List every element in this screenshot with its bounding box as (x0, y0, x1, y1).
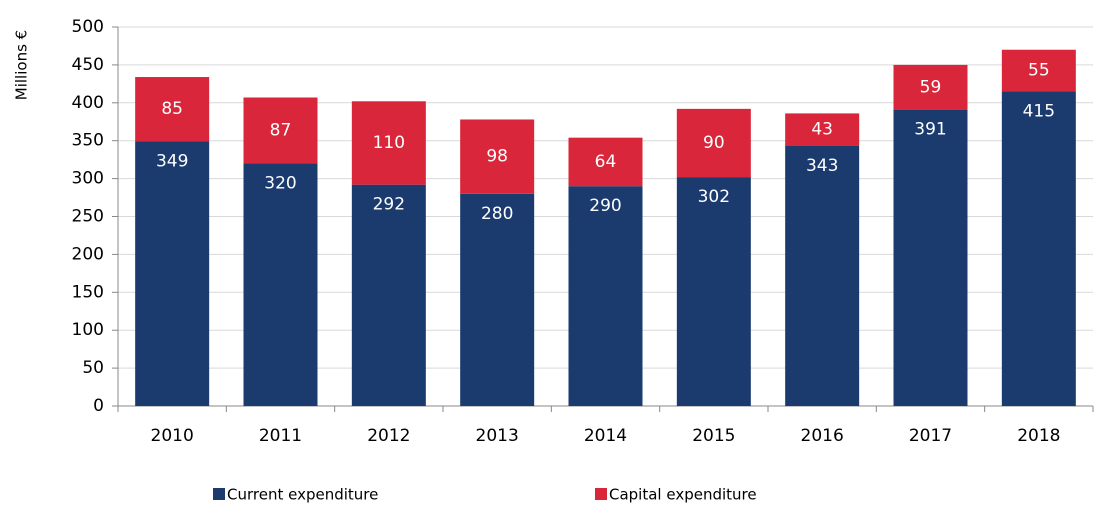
y-tick-label: 250 (72, 207, 104, 227)
data-label: 64 (595, 152, 617, 172)
bar-segment (785, 113, 860, 147)
y-tick-label: 100 (72, 320, 104, 340)
bar-segment (676, 177, 751, 406)
bar-segment (351, 184, 426, 406)
y-tick-label: 0 (93, 396, 104, 416)
bar-segment (1001, 91, 1076, 407)
bar-segment (460, 193, 535, 406)
x-tick-label: 2015 (692, 426, 735, 446)
y-tick-label: 150 (72, 282, 104, 302)
bar-segment (351, 101, 426, 185)
data-label: 343 (806, 156, 838, 176)
bar-segment (676, 108, 751, 178)
data-label: 87 (270, 120, 292, 140)
data-label: 110 (373, 133, 405, 153)
legend-swatch (595, 488, 607, 500)
data-label: 302 (698, 187, 730, 207)
data-label: 85 (161, 99, 183, 119)
y-tick-label: 350 (72, 131, 104, 151)
data-label: 98 (486, 147, 508, 167)
x-tick-label: 2011 (259, 426, 302, 446)
data-label: 292 (373, 195, 405, 215)
x-tick-label: 2010 (151, 426, 194, 446)
bar-segment (568, 186, 643, 406)
bar-segment (893, 109, 968, 406)
y-axis-label: Millions € (13, 30, 31, 100)
y-tick-label: 450 (72, 55, 104, 75)
data-label: 280 (481, 204, 513, 224)
x-tick-label: 2012 (367, 426, 410, 446)
data-label: 391 (914, 120, 946, 140)
y-tick-label: 300 (72, 169, 104, 189)
y-tick-label: 200 (72, 244, 104, 264)
bar-segment (1001, 49, 1076, 92)
y-tick-label: 400 (72, 93, 104, 113)
x-tick-label: 2018 (1017, 426, 1060, 446)
data-label: 349 (156, 151, 188, 171)
data-label: 59 (920, 77, 942, 97)
x-tick-label: 2013 (476, 426, 519, 446)
data-label: 320 (264, 173, 296, 193)
legend-label: Current expenditure (227, 486, 378, 504)
data-label: 43 (811, 120, 833, 140)
bar-segment (460, 119, 535, 194)
x-tick-label: 2017 (909, 426, 952, 446)
x-tick-label: 2014 (584, 426, 627, 446)
bar-segment (785, 146, 860, 407)
bar-segment (135, 141, 210, 406)
legend-label: Capital expenditure (609, 486, 757, 504)
bar-segment (568, 137, 643, 187)
bar-segment (243, 163, 318, 406)
x-tick-label: 2016 (801, 426, 844, 446)
data-label: 290 (589, 196, 621, 216)
bar-segment (243, 97, 318, 164)
y-tick-label: 500 (72, 17, 104, 37)
legend-swatch (213, 488, 225, 500)
bar-segment (135, 77, 210, 142)
data-label: 55 (1028, 61, 1050, 81)
data-label: 415 (1023, 101, 1055, 121)
y-tick-label: 50 (82, 358, 104, 378)
bar-segment (893, 64, 968, 110)
data-label: 90 (703, 133, 725, 153)
